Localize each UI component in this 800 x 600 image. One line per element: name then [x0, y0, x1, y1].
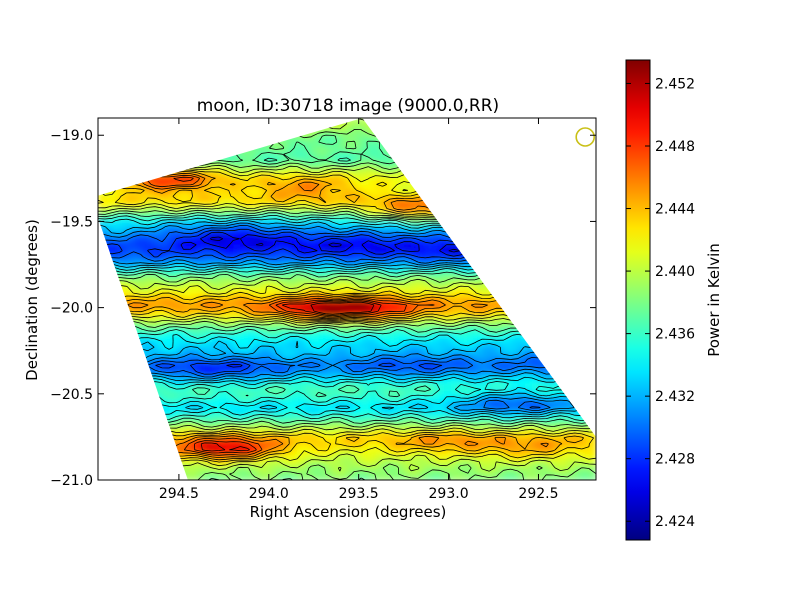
- colorbar-tick-label: 2.424: [655, 514, 695, 530]
- y-tick-label: −20.5: [50, 387, 93, 403]
- x-tick-label: 293.5: [339, 486, 379, 502]
- plot-frame: [97, 117, 597, 481]
- colorbar-tick-label: 2.440: [655, 264, 695, 280]
- colorbar-tick-label: 2.432: [655, 389, 695, 405]
- y-axis-ticks: −19.0 −19.5 −20.0 −20.5 −21.0: [50, 128, 596, 489]
- colorbar-tick-label: 2.428: [655, 452, 695, 468]
- y-axis-label: Declination (degrees): [23, 219, 41, 381]
- x-tick-label: 294.0: [249, 486, 289, 502]
- x-axis-ticks: 294.5 294.0 293.5 293.0 292.5: [159, 118, 559, 502]
- colorbar-tick-label: 2.452: [655, 76, 695, 92]
- y-tick-label: −19.0: [50, 128, 93, 144]
- heatmap-image: [98, 118, 596, 480]
- colorbar-label: Power in Kelvin: [705, 243, 723, 357]
- y-tick-label: −19.5: [50, 214, 93, 230]
- chart-title: moon, ID:30718 image (9000.0,RR): [197, 96, 499, 116]
- x-tick-label: 293.0: [429, 486, 469, 502]
- x-tick-label: 294.5: [159, 486, 199, 502]
- x-tick-label: 292.5: [518, 486, 558, 502]
- x-axis-label: Right Ascension (degrees): [250, 503, 447, 521]
- y-tick-label: −21.0: [50, 473, 93, 489]
- colorbar-tick-label: 2.436: [655, 327, 695, 343]
- colorbar-tick-label: 2.444: [655, 202, 695, 218]
- colorbar-ticks: 2.424 2.428 2.432 2.436 2.440 2.444 2.448 2.452: [626, 76, 695, 530]
- beam-marker: [575, 127, 596, 147]
- colorbar-tick-label: 2.448: [655, 139, 695, 155]
- y-tick-label: −20.0: [50, 301, 93, 317]
- colorbar: [625, 59, 651, 541]
